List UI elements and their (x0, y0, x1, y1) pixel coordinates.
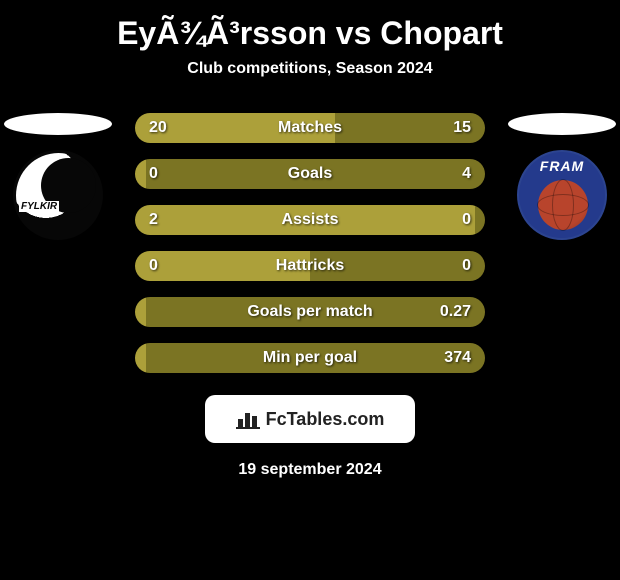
stat-left-value: 0 (149, 257, 158, 275)
bar-chart-icon (236, 409, 260, 429)
brand-badge[interactable]: FcTables.com (205, 395, 415, 443)
right-club-logo: FRAM (517, 150, 607, 240)
stat-bars: 20 Matches 15 0 Goals 4 2 Assists 0 0 Hattricks 0 Go… (135, 113, 485, 373)
stat-row: 2 Assists 0 (135, 205, 485, 235)
stat-right-value: 374 (444, 349, 471, 367)
stat-label: Goals per match (247, 303, 372, 321)
stat-row: Goals per match 0.27 (135, 297, 485, 327)
stat-left-value: 2 (149, 211, 158, 229)
stat-row: Min per goal 374 (135, 343, 485, 373)
left-club-name: FYLKIR (19, 201, 59, 212)
stat-right-value: 0 (462, 211, 471, 229)
player-ellipse-icon (4, 113, 112, 135)
stat-row: 0 Hattricks 0 (135, 251, 485, 281)
right-player-column: FRAM (508, 113, 616, 240)
stat-label: Goals (288, 165, 332, 183)
comparison-area: FYLKIR FRAM 20Matches150Goals42Assists00… (0, 113, 620, 373)
stat-left-value: 0 (149, 165, 158, 183)
stat-left-value: 20 (149, 119, 167, 137)
stat-row: 20 Matches 15 (135, 113, 485, 143)
right-club-name: FRAM (519, 158, 605, 174)
page-title: EyÃ¾Ã³rsson vs Chopart (0, 0, 620, 60)
stat-label: Assists (282, 211, 339, 229)
stat-label: Hattricks (276, 257, 344, 275)
date-line: 19 september 2024 (0, 461, 620, 479)
player-ellipse-icon (508, 113, 616, 135)
brand-text: FcTables.com (266, 409, 385, 430)
stat-right-value: 0 (462, 257, 471, 275)
left-club-logo: FYLKIR (13, 150, 103, 240)
stat-row: 0 Goals 4 (135, 159, 485, 189)
left-player-column: FYLKIR (4, 113, 112, 240)
stat-label: Matches (278, 119, 342, 137)
subtitle: Club competitions, Season 2024 (0, 60, 620, 78)
stat-right-value: 0.27 (440, 303, 471, 321)
stat-label: Min per goal (263, 349, 357, 367)
stat-right-value: 15 (453, 119, 471, 137)
stat-right-value: 4 (462, 165, 471, 183)
